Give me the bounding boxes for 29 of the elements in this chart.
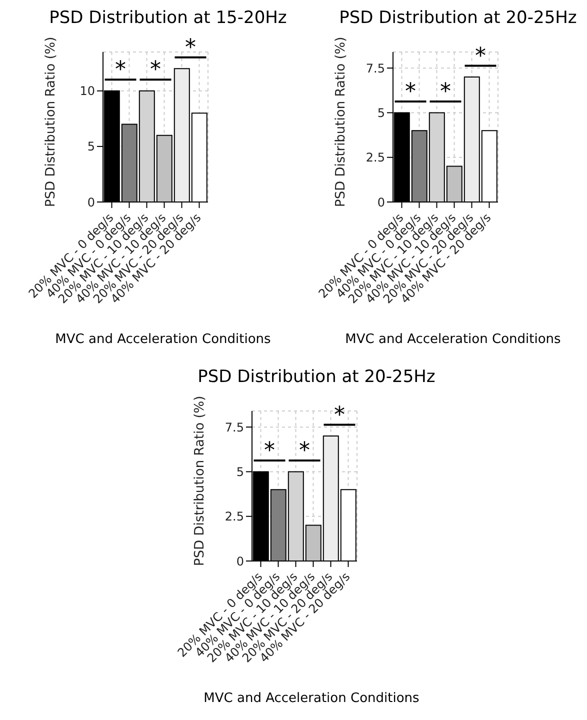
chart-title: PSD Distribution at 20-25Hz: [196, 367, 436, 389]
annotation: *: [115, 58, 126, 83]
y-tick-label: 0: [236, 554, 244, 568]
annotation: *: [405, 79, 416, 104]
y-tick-label: 10: [80, 84, 95, 98]
y-tick-label: 5: [377, 106, 385, 120]
y-tick-label: 5: [87, 140, 95, 154]
y-tick-label: 0: [87, 195, 95, 210]
y-tick-label: 7.5: [366, 61, 385, 76]
annotation: *: [185, 35, 196, 60]
annotation: *: [440, 79, 451, 104]
x-axis-title: MVC and Acceleration Conditions: [202, 691, 420, 706]
annotation: *: [475, 44, 486, 69]
y-axis-title: PSD Distribution Ratio (%): [44, 36, 59, 207]
chart-title: PSD Distribution at 15-20Hz: [48, 8, 288, 30]
annotation: *: [150, 58, 161, 83]
y-axis-title: PSD Distribution Ratio (%): [334, 36, 349, 207]
y-tick-label: 7.5: [224, 420, 244, 434]
y-axis-title: PSD Distribution Ratio (%): [192, 396, 208, 566]
y-tick-label: 0: [377, 195, 385, 210]
y-tick-label: 2.5: [366, 150, 385, 165]
x-axis-title: MVC and Acceleration Conditions: [54, 332, 272, 347]
annotation: *: [264, 438, 274, 464]
chart-title: PSD Distribution at 20-25Hz: [338, 8, 578, 30]
y-tick-label: 2.5: [224, 510, 244, 524]
annotation: *: [298, 438, 310, 464]
annotation: *: [334, 402, 344, 428]
y-tick-label: 5: [236, 464, 244, 479]
x-axis-title: MVC and Acceleration Conditions: [344, 332, 562, 347]
